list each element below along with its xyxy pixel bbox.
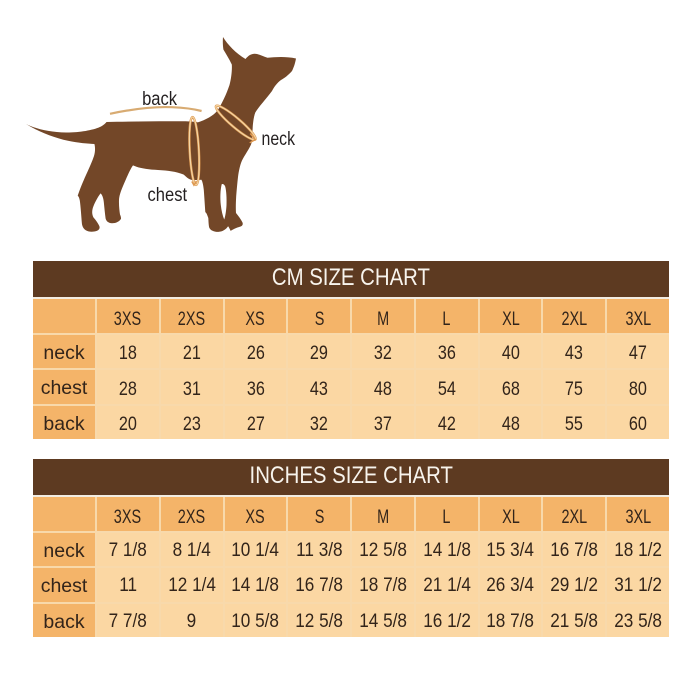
svg-text:chest: chest (148, 184, 188, 206)
svg-text:neck: neck (262, 128, 296, 150)
svg-text:back: back (142, 88, 177, 110)
